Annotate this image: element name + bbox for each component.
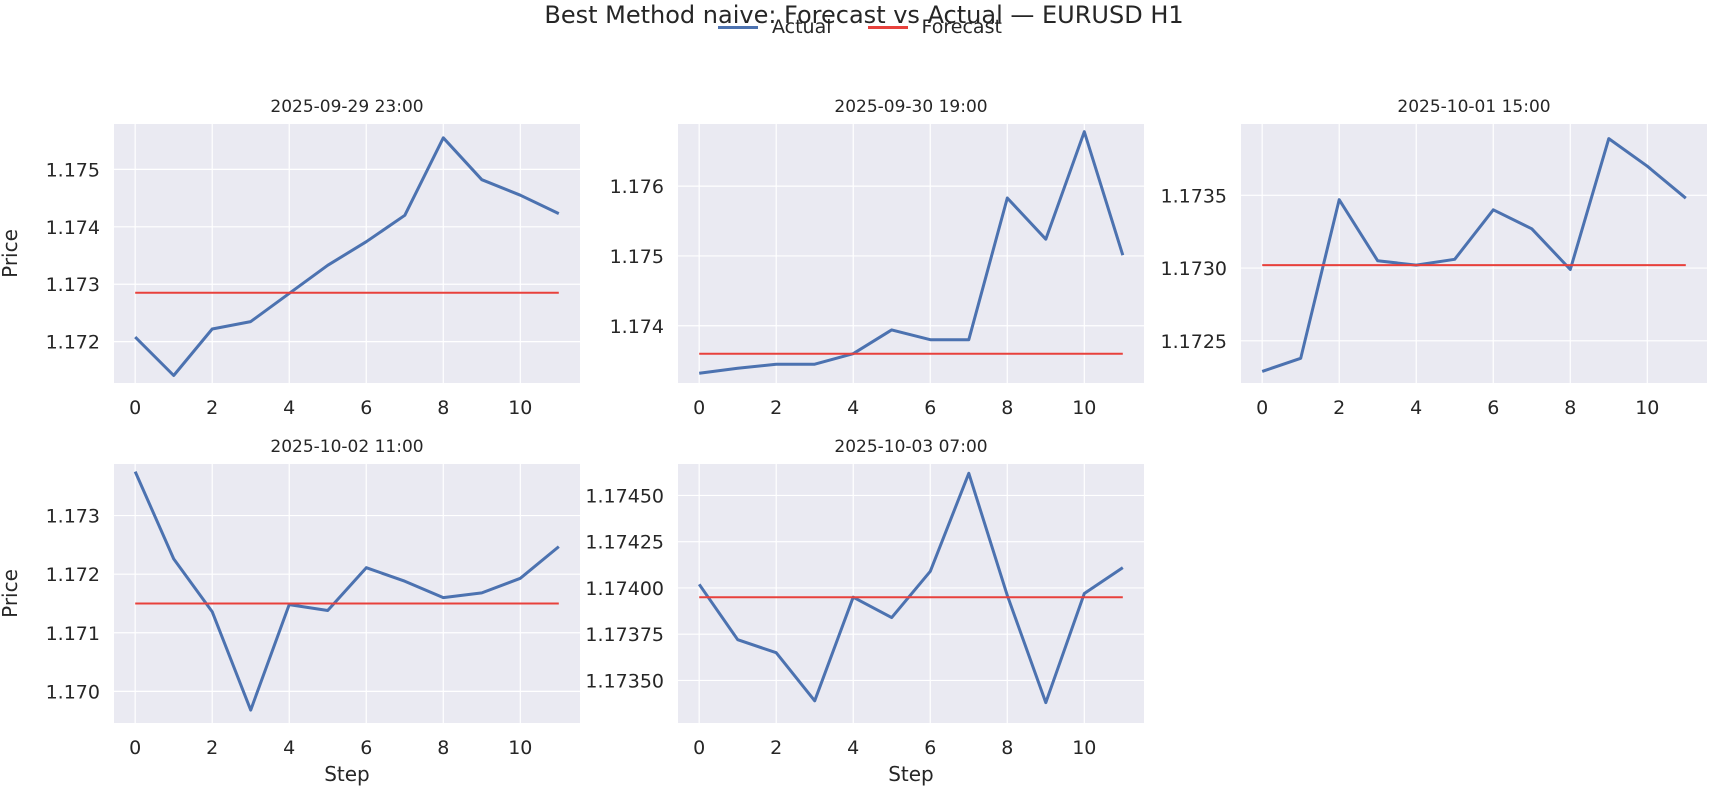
y-tick-label: 1.172 [46, 332, 100, 354]
series-line-actual [134, 136, 560, 377]
x-tick-label: 6 [924, 397, 936, 419]
legend-swatch-actual [718, 25, 758, 29]
x-tick-label: 4 [1410, 397, 1422, 419]
y-tick-label: 1.174 [610, 316, 664, 338]
y-tick-label: 1.174 [46, 217, 100, 239]
y-tick-label: 1.17425 [585, 532, 664, 554]
x-tick-label: 8 [1001, 397, 1013, 419]
subplot-title: 2025-09-29 23:00 [270, 97, 423, 117]
x-tick-label: 2 [206, 737, 218, 759]
y-tick-label: 1.1730 [1161, 258, 1227, 280]
x-tick-label: 4 [847, 737, 859, 759]
y-tick-label: 1.173 [46, 274, 100, 296]
y-tick-label: 1.170 [46, 681, 100, 703]
x-tick-label: 4 [283, 397, 295, 419]
x-tick-label: 2 [770, 737, 782, 759]
legend-item-actual: Actual [718, 16, 832, 38]
x-tick-label: 4 [847, 397, 859, 419]
plot-area [114, 464, 580, 723]
y-tick-label: 1.171 [46, 623, 100, 645]
x-tick-label: 4 [283, 737, 295, 759]
x-tick-label: 2 [1333, 397, 1345, 419]
x-tick-label: 10 [508, 397, 532, 419]
x-tick-label: 6 [1487, 397, 1499, 419]
plot-area [678, 124, 1144, 383]
y-axis-label: Price [0, 229, 22, 278]
x-tick-label: 2 [770, 397, 782, 419]
subplot-title: 2025-10-03 07:00 [834, 437, 987, 457]
y-tick-label: 1.175 [46, 159, 100, 181]
x-tick-label: 10 [508, 737, 532, 759]
x-tick-label: 2 [206, 397, 218, 419]
y-tick-label: 1.17375 [585, 624, 664, 646]
x-tick-label: 0 [129, 397, 141, 419]
x-tick-label: 0 [693, 737, 705, 759]
subplot-5 [678, 464, 1144, 723]
x-axis-label: Step [888, 762, 934, 786]
x-tick-label: 8 [437, 397, 449, 419]
x-tick-label: 8 [1001, 737, 1013, 759]
y-tick-label: 1.173 [46, 506, 100, 528]
subplot-title: 2025-09-30 19:00 [834, 97, 987, 117]
x-tick-label: 10 [1072, 737, 1096, 759]
subplot-title: 2025-10-02 11:00 [270, 437, 423, 457]
subplot-title: 2025-10-01 15:00 [1397, 97, 1550, 117]
x-tick-label: 6 [360, 397, 372, 419]
legend-swatch-forecast [867, 25, 908, 29]
legend: Actual Forecast [718, 14, 1038, 40]
x-tick-label: 8 [1564, 397, 1576, 419]
plot-area [1241, 124, 1707, 383]
x-tick-label: 8 [437, 737, 449, 759]
y-tick-label: 1.172 [46, 564, 100, 586]
x-tick-label: 0 [1256, 397, 1268, 419]
figure-title: Best Method naive: Forecast vs Actual — … [544, 1, 1184, 29]
legend-item-forecast: Forecast [867, 16, 1002, 38]
y-axis-label: Price [0, 569, 22, 618]
subplot-4 [114, 464, 580, 723]
x-axis-label: Step [324, 762, 370, 786]
y-tick-label: 1.17350 [585, 670, 664, 692]
y-tick-label: 1.1735 [1161, 185, 1227, 207]
series-line-actual [697, 471, 1124, 705]
y-tick-label: 1.1725 [1161, 331, 1227, 353]
subplot-1 [114, 124, 580, 383]
subplot-3 [1241, 124, 1707, 383]
series-line-actual [1261, 137, 1687, 373]
subplot-2 [678, 124, 1144, 383]
series-line-actual [699, 130, 1125, 375]
y-tick-label: 1.17450 [585, 485, 664, 507]
y-tick-label: 1.176 [610, 176, 664, 198]
x-tick-label: 0 [129, 737, 141, 759]
legend-label-actual: Actual [772, 16, 832, 38]
y-tick-label: 1.175 [610, 246, 664, 268]
y-tick-label: 1.17400 [585, 578, 664, 600]
x-tick-label: 6 [924, 737, 936, 759]
x-tick-label: 6 [360, 737, 372, 759]
x-tick-label: 10 [1072, 397, 1096, 419]
x-tick-label: 0 [693, 397, 705, 419]
legend-label-forecast: Forecast [921, 16, 1002, 38]
x-tick-label: 10 [1635, 397, 1659, 419]
